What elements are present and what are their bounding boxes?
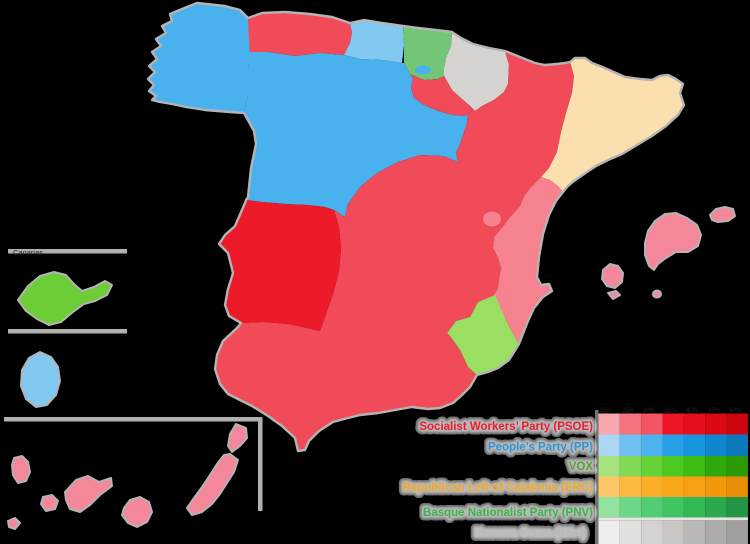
svg-text:VOX: VOX bbox=[569, 461, 594, 473]
svg-text:30%: 30% bbox=[643, 408, 656, 414]
svg-text:Canarias: Canarias bbox=[13, 248, 43, 257]
svg-text:Socialist Workers’ Party (PSOE: Socialist Workers’ Party (PSOE) bbox=[419, 421, 593, 433]
svg-text:Basque Nationalist Party (PNV): Basque Nationalist Party (PNV) bbox=[423, 507, 593, 519]
svg-text:50%: 50% bbox=[729, 408, 742, 414]
svg-text:Navarra Suma (NA+): Navarra Suma (NA+) bbox=[474, 528, 586, 540]
svg-text:40%: 40% bbox=[686, 408, 699, 414]
svg-text:35%: 35% bbox=[665, 408, 678, 414]
svg-text:20%: 20% bbox=[600, 408, 613, 414]
svg-text:45%: 45% bbox=[708, 408, 721, 414]
svg-text:People’s Party (PP): People’s Party (PP) bbox=[488, 442, 593, 454]
svg-text:Socialist Workers’ Party (PSOE: Socialist Workers’ Party (PSOE) bbox=[419, 421, 593, 433]
svg-text:Socialist Workers’ Party (PSOE: Socialist Workers’ Party (PSOE) bbox=[419, 421, 593, 433]
svg-text:25%: 25% bbox=[622, 408, 635, 414]
svg-text:Navarra Suma (NA+): Navarra Suma (NA+) bbox=[474, 528, 586, 540]
svg-text:Republican Left of Catalonia (: Republican Left of Catalonia (ERC) bbox=[403, 482, 594, 494]
svg-text:People’s Party (PP): People’s Party (PP) bbox=[488, 442, 593, 454]
svg-text:Basque Nationalist Party (PNV): Basque Nationalist Party (PNV) bbox=[423, 507, 593, 519]
svg-text:Basque Nationalist Party (PNV): Basque Nationalist Party (PNV) bbox=[423, 507, 593, 519]
svg-text:Republican Left of Catalonia (: Republican Left of Catalonia (ERC) bbox=[403, 482, 594, 494]
svg-text:VOX: VOX bbox=[569, 461, 594, 473]
svg-text:People’s Party (PP): People’s Party (PP) bbox=[488, 442, 593, 454]
svg-text:VOX: VOX bbox=[569, 461, 594, 473]
svg-text:Navarra Suma (NA+): Navarra Suma (NA+) bbox=[474, 528, 586, 540]
svg-text:Republican Left of Catalonia (: Republican Left of Catalonia (ERC) bbox=[403, 482, 594, 494]
